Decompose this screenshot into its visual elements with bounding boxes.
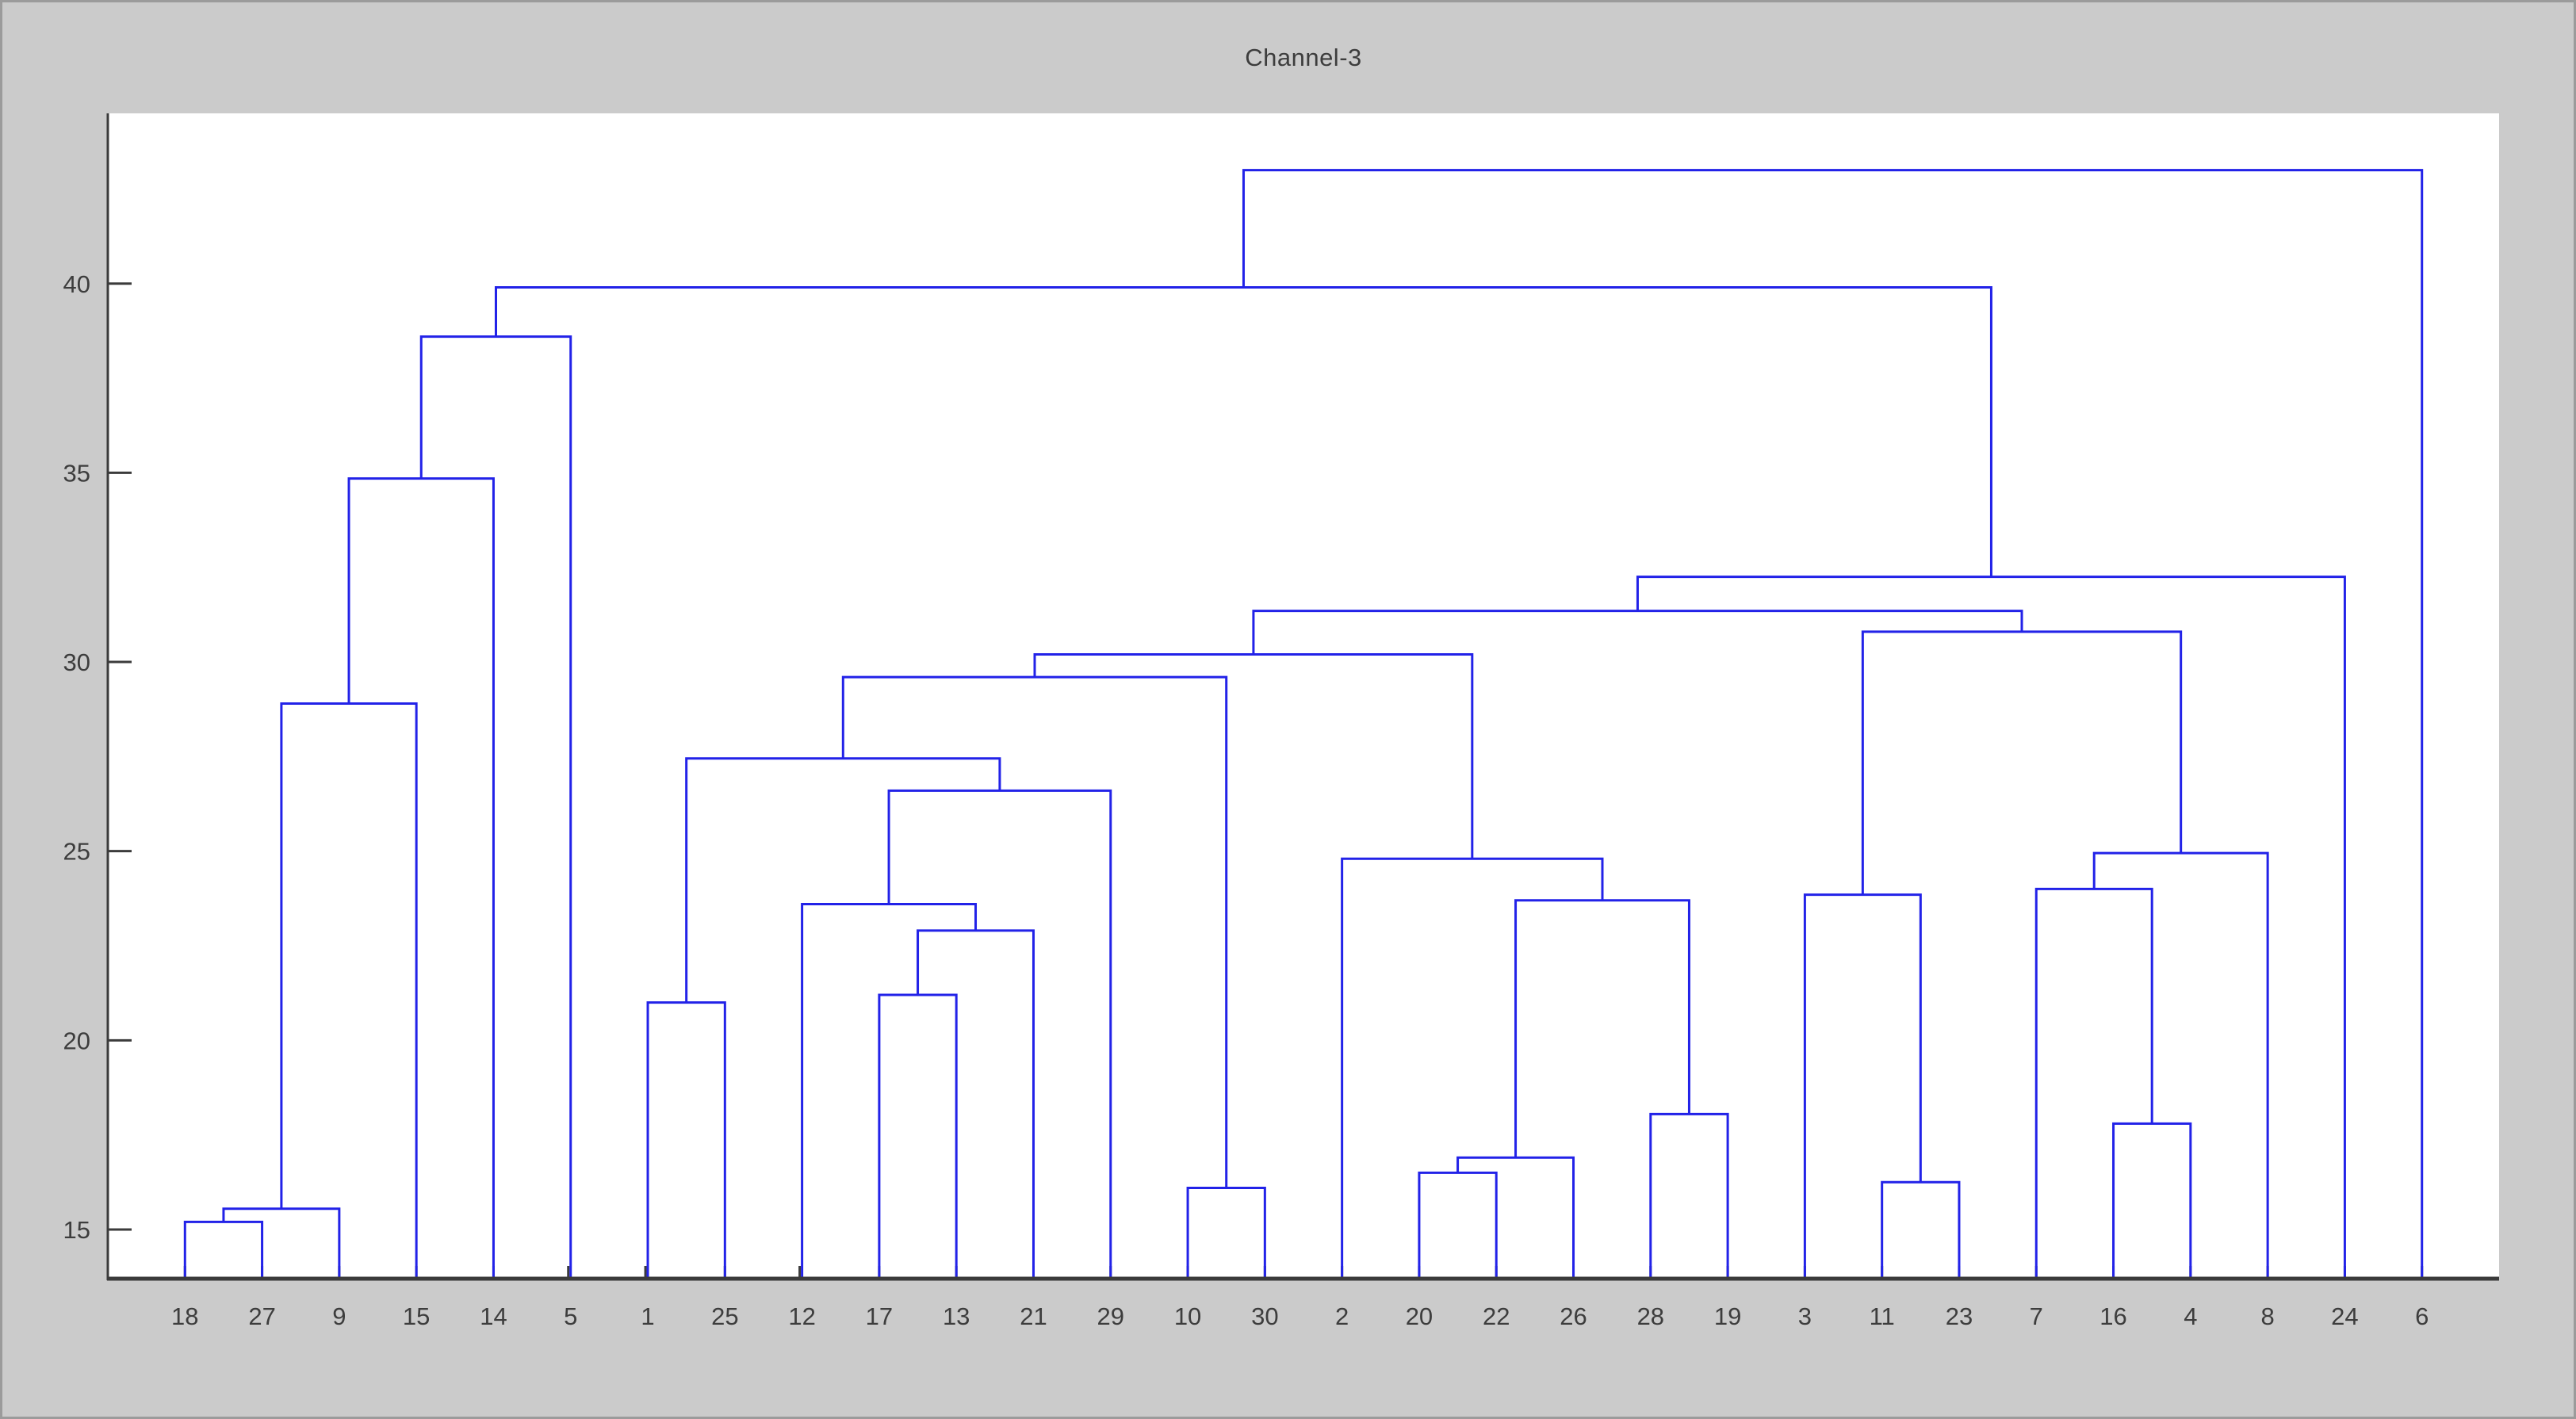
x-tick-label: 27: [248, 1302, 275, 1330]
x-tick-label: 4: [2184, 1302, 2197, 1330]
x-tick-label: 23: [1946, 1302, 1973, 1330]
x-tick-label: 14: [480, 1302, 507, 1330]
dendrogram-link: [1341, 857, 1604, 1279]
dendrogram-link: [2112, 1122, 2192, 1279]
x-tick-label: 20: [1406, 1302, 1433, 1330]
dendrogram-link: [1861, 630, 2183, 895]
y-tick-label: 25: [63, 838, 90, 866]
y-tick-label: 35: [63, 459, 90, 487]
x-tick-label: 18: [171, 1302, 198, 1330]
x-tick-label: 29: [1097, 1302, 1124, 1330]
x-tick-label: 28: [1637, 1302, 1664, 1330]
dendrogram-link: [1242, 169, 2424, 1279]
x-tick-label: 3: [1798, 1302, 1812, 1330]
dendrogram-link: [917, 929, 1035, 1279]
dendrogram-link: [1649, 1112, 1729, 1279]
y-tick-label: 15: [63, 1216, 90, 1244]
dendrogram-link: [1881, 1180, 1961, 1279]
x-tick-label: 25: [711, 1302, 738, 1330]
y-tick-label: 40: [63, 270, 90, 298]
x-tick-label: 9: [332, 1302, 346, 1330]
dendrogram-link: [1514, 899, 1690, 1158]
dendrogram-link: [2092, 851, 2269, 1279]
x-tick-label: 10: [1174, 1302, 1201, 1330]
chart-title: Channel-3: [1245, 44, 1362, 71]
x-tick-label: 13: [943, 1302, 970, 1330]
y-tick-label: 30: [63, 648, 90, 676]
x-tick-label: 21: [1020, 1302, 1047, 1330]
x-tick-label: 6: [2415, 1302, 2429, 1330]
x-tick-label: 12: [788, 1302, 815, 1330]
x-tick-label: 1: [641, 1302, 654, 1330]
plot-area: [108, 113, 2499, 1279]
x-tick-label: 30: [1251, 1302, 1278, 1330]
x-tick-label: 19: [1714, 1302, 1741, 1330]
x-tick-label: 16: [2099, 1302, 2126, 1330]
y-tick-label: 20: [63, 1027, 90, 1054]
dendrogram-link: [2034, 887, 2153, 1279]
dendrogram-link: [419, 335, 572, 1279]
x-tick-label: 5: [564, 1302, 577, 1330]
x-tick-label: 8: [2261, 1302, 2275, 1330]
x-tick-label: 17: [866, 1302, 893, 1330]
dendrogram-link: [183, 1220, 264, 1279]
dendrogram-link: [1252, 610, 2023, 655]
x-tick-label: 7: [2030, 1302, 2043, 1330]
x-tick-label: 26: [1560, 1302, 1587, 1330]
x-tick-label: 15: [403, 1302, 430, 1330]
x-tick-label: 2: [1335, 1302, 1349, 1330]
dendrogram-link: [1803, 893, 1922, 1279]
x-tick-label: 24: [2331, 1302, 2358, 1330]
x-tick-label: 11: [1870, 1302, 1895, 1330]
dendrogram-link: [878, 993, 958, 1279]
x-tick-label: 22: [1483, 1302, 1510, 1330]
